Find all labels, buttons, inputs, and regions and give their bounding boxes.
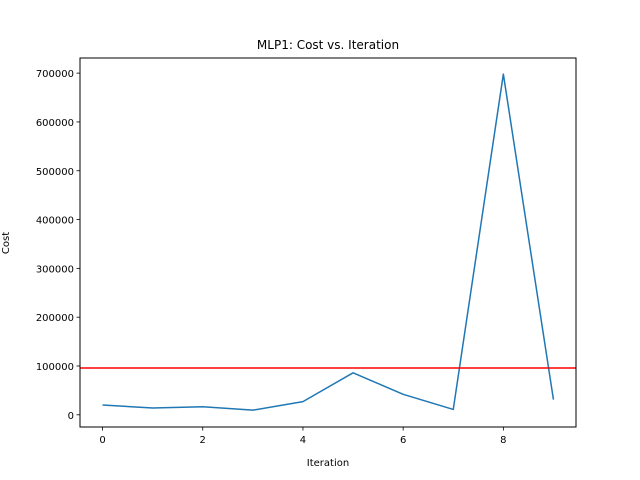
x-tick-label: 2 bbox=[200, 435, 206, 446]
x-axis-label: Iteration bbox=[307, 458, 349, 469]
chart-title: MLP1: Cost vs. Iteration bbox=[257, 38, 399, 52]
x-tick-label: 0 bbox=[99, 435, 105, 446]
x-tick-label: 6 bbox=[400, 435, 406, 446]
y-tick-label: 300000 bbox=[36, 264, 74, 275]
x-tick-label: 8 bbox=[500, 435, 506, 446]
y-tick-label: 700000 bbox=[36, 69, 74, 80]
y-axis-label: Cost bbox=[1, 232, 12, 254]
x-axis: 0 2 4 6 8 bbox=[99, 427, 507, 446]
y-tick-label: 500000 bbox=[36, 167, 74, 178]
y-tick-label: 400000 bbox=[36, 216, 74, 227]
plot-area bbox=[80, 73, 576, 411]
series-line bbox=[102, 73, 555, 411]
y-tick-label: 100000 bbox=[36, 362, 74, 373]
y-tick-label: 0 bbox=[68, 411, 74, 422]
y-axis: 0 100000 200000 300000 400000 500000 600000 700… bbox=[36, 69, 80, 422]
y-tick-label: 200000 bbox=[36, 313, 74, 324]
x-tick-label: 4 bbox=[300, 435, 306, 446]
axes-frame bbox=[79, 57, 577, 428]
y-tick-label: 600000 bbox=[36, 118, 74, 129]
